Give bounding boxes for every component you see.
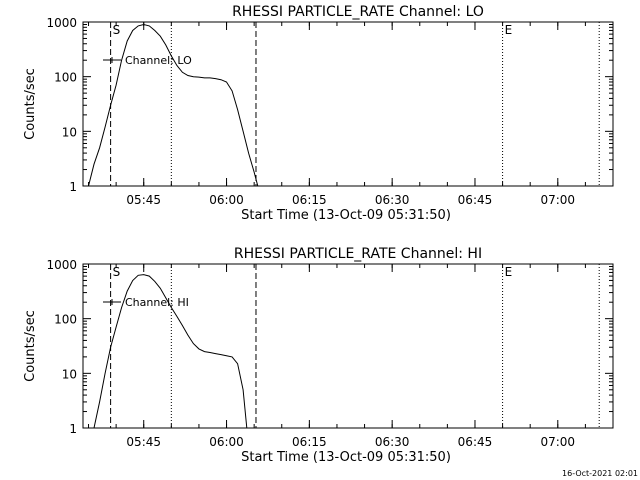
y-tick-label: 1 <box>69 422 77 436</box>
series-line <box>88 23 259 187</box>
y-tick-label: 100 <box>54 313 77 327</box>
y-axis-label: Counts/sec <box>23 310 38 382</box>
y-tick-label: 10 <box>62 367 77 381</box>
x-tick-label: 06:00 <box>209 435 244 449</box>
marker-label: S <box>113 23 121 37</box>
x-axis-label: Start Time (13-Oct-09 05:31:50) <box>241 450 451 465</box>
legend-entry: Channel: LO <box>125 54 192 67</box>
y-axis-label: Counts/sec <box>23 68 38 140</box>
x-tick-label: 06:30 <box>375 435 410 449</box>
x-tick-label: 06:15 <box>292 193 327 207</box>
x-tick-label: 06:45 <box>458 193 493 207</box>
chart-title: RHESSI PARTICLE_RATE Channel: HI <box>234 246 482 262</box>
chart-title: RHESSI PARTICLE_RATE Channel: LO <box>232 4 484 20</box>
x-tick-label: 05:45 <box>126 193 161 207</box>
plot-frame <box>82 21 614 187</box>
x-tick-label: 07:00 <box>540 193 575 207</box>
y-tick-label: 100 <box>54 71 77 85</box>
x-tick-label: 05:45 <box>126 435 161 449</box>
x-tick-label: 06:00 <box>209 193 244 207</box>
y-tick-label: 1000 <box>46 258 77 272</box>
x-tick-label: 06:30 <box>375 193 410 207</box>
x-tick-label: 06:15 <box>292 435 327 449</box>
x-tick-label: 06:45 <box>458 435 493 449</box>
x-axis-label: Start Time (13-Oct-09 05:31:50) <box>241 208 451 223</box>
legend-entry: Channel: HI <box>125 296 189 309</box>
marker-label: S <box>113 265 121 279</box>
panel-2: RHESSI PARTICLE_RATE Channel: HI Start Ti… <box>23 246 614 465</box>
marker-label: E <box>505 265 513 279</box>
footer-timestamp: 16-Oct-2021 02:01 <box>562 469 638 478</box>
y-tick-label: 10 <box>62 125 77 139</box>
x-tick-label: 07:00 <box>540 435 575 449</box>
panel-1: RHESSI PARTICLE_RATE Channel: LO Start Ti… <box>23 4 614 223</box>
plot-frame <box>82 263 614 429</box>
y-tick-label: 1 <box>69 180 77 194</box>
marker-label: E <box>505 23 513 37</box>
y-tick-label: 1000 <box>46 16 77 30</box>
series-line <box>93 274 248 429</box>
